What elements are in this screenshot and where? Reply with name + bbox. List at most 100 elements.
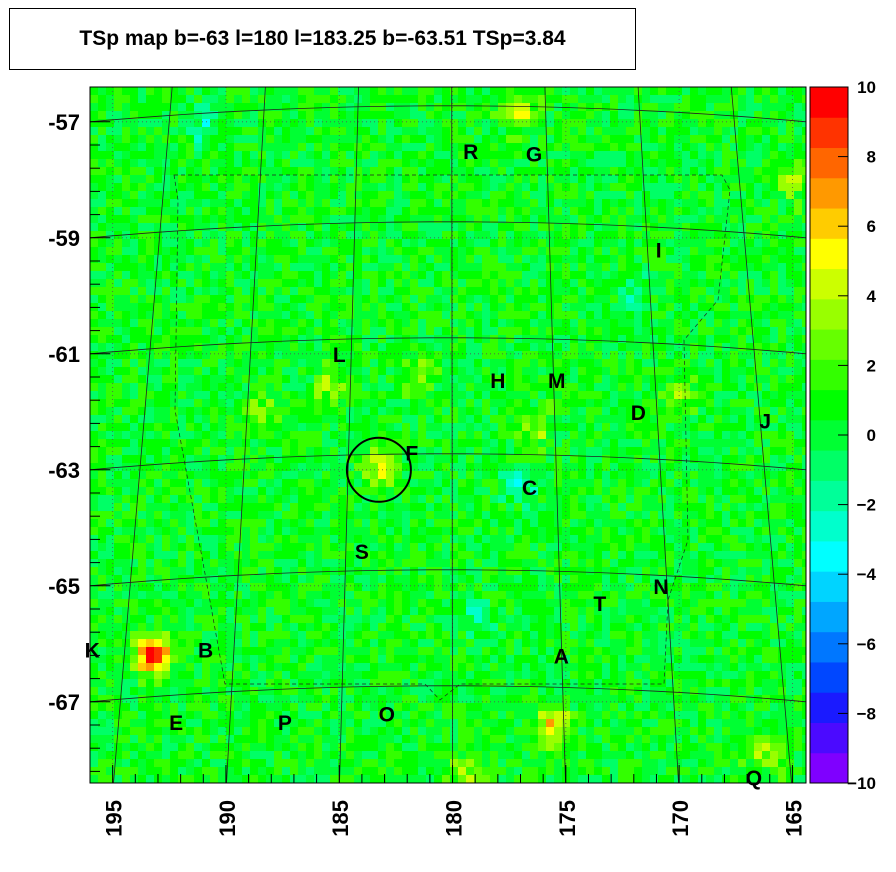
- heatmap-cell: [466, 239, 474, 247]
- heatmap-cell: [730, 159, 738, 167]
- heatmap-cell: [578, 391, 586, 399]
- heatmap-cell: [154, 103, 162, 111]
- heatmap-cell: [418, 183, 426, 191]
- heatmap-cell: [314, 143, 322, 151]
- heatmap-cell: [778, 127, 786, 135]
- heatmap-cell: [170, 127, 178, 135]
- heatmap-cell: [354, 223, 362, 231]
- heatmap-cell: [754, 199, 762, 207]
- heatmap-cell: [626, 167, 634, 175]
- heatmap-cell: [474, 423, 482, 431]
- heatmap-cell: [506, 343, 514, 351]
- heatmap-cell: [338, 215, 346, 223]
- heatmap-cell: [202, 279, 210, 287]
- heatmap-cell: [762, 455, 770, 463]
- heatmap-cell: [90, 343, 98, 351]
- heatmap-cell: [378, 415, 386, 423]
- heatmap-cell: [458, 87, 466, 95]
- heatmap-cell: [714, 495, 722, 503]
- heatmap-cell: [746, 183, 754, 191]
- heatmap-cell: [114, 511, 122, 519]
- heatmap-cell: [266, 479, 274, 487]
- heatmap-cell: [538, 399, 546, 407]
- heatmap-cell: [698, 503, 706, 511]
- heatmap-cell: [386, 351, 394, 359]
- heatmap-cell: [538, 415, 546, 423]
- heatmap-cell: [402, 431, 410, 439]
- heatmap-cell: [442, 407, 450, 415]
- heatmap-cell: [546, 375, 554, 383]
- heatmap-cell: [650, 311, 658, 319]
- heatmap-cell: [258, 383, 266, 391]
- heatmap-cell: [314, 247, 322, 255]
- heatmap-cell: [378, 367, 386, 375]
- heatmap-cell: [202, 431, 210, 439]
- heatmap-cell: [786, 335, 794, 343]
- heatmap-cell: [794, 103, 802, 111]
- heatmap-cell: [194, 271, 202, 279]
- heatmap-cell: [434, 199, 442, 207]
- heatmap-cell: [482, 327, 490, 335]
- heatmap-cell: [242, 95, 250, 103]
- heatmap-cell: [194, 503, 202, 511]
- heatmap-cell: [586, 423, 594, 431]
- heatmap-cell: [330, 295, 338, 303]
- heatmap-cell: [202, 479, 210, 487]
- heatmap-cell: [634, 519, 642, 527]
- heatmap-cell: [258, 255, 266, 263]
- heatmap-cell: [90, 383, 98, 391]
- heatmap-cell: [330, 383, 338, 391]
- heatmap-cell: [546, 87, 554, 95]
- heatmap-cell: [682, 191, 690, 199]
- heatmap-cell: [490, 367, 498, 375]
- heatmap-cell: [258, 311, 266, 319]
- heatmap-cell: [314, 423, 322, 431]
- heatmap-cell: [322, 351, 330, 359]
- heatmap-cell: [762, 239, 770, 247]
- heatmap-cell: [554, 215, 562, 223]
- heatmap-cell: [218, 191, 226, 199]
- heatmap-cell: [442, 167, 450, 175]
- heatmap-cell: [98, 375, 106, 383]
- heatmap-cell: [162, 423, 170, 431]
- heatmap-cell: [586, 359, 594, 367]
- heatmap-cell: [554, 471, 562, 479]
- heatmap-cell: [474, 495, 482, 503]
- heatmap-cell: [354, 423, 362, 431]
- heatmap-cell: [498, 263, 506, 271]
- heatmap-cell: [594, 143, 602, 151]
- heatmap-cell: [754, 279, 762, 287]
- heatmap-cell: [370, 111, 378, 119]
- heatmap-cell: [570, 183, 578, 191]
- heatmap-cell: [434, 127, 442, 135]
- heatmap-cell: [98, 311, 106, 319]
- heatmap-cell: [514, 183, 522, 191]
- heatmap-cell: [418, 239, 426, 247]
- heatmap-cell: [746, 199, 754, 207]
- heatmap-cell: [362, 167, 370, 175]
- heatmap-cell: [626, 135, 634, 143]
- heatmap-cell: [626, 423, 634, 431]
- heatmap-cell: [530, 159, 538, 167]
- heatmap-cell: [290, 487, 298, 495]
- heatmap-cell: [450, 439, 458, 447]
- heatmap-cell: [434, 279, 442, 287]
- heatmap-cell: [778, 95, 786, 103]
- heatmap-cell: [626, 311, 634, 319]
- heatmap-cell: [306, 431, 314, 439]
- heatmap-cell: [762, 319, 770, 327]
- heatmap-cell: [442, 391, 450, 399]
- heatmap-cell: [370, 183, 378, 191]
- heatmap-cell: [778, 375, 786, 383]
- heatmap-cell: [346, 87, 354, 95]
- heatmap-cell: [722, 399, 730, 407]
- heatmap-cell: [98, 319, 106, 327]
- heatmap-cell: [106, 183, 114, 191]
- heatmap-cell: [802, 407, 806, 415]
- heatmap-cell: [274, 119, 282, 127]
- heatmap-cell: [778, 471, 786, 479]
- heatmap-cell: [346, 327, 354, 335]
- heatmap-cell: [178, 359, 186, 367]
- heatmap-cell: [202, 311, 210, 319]
- heatmap-cell: [354, 471, 362, 479]
